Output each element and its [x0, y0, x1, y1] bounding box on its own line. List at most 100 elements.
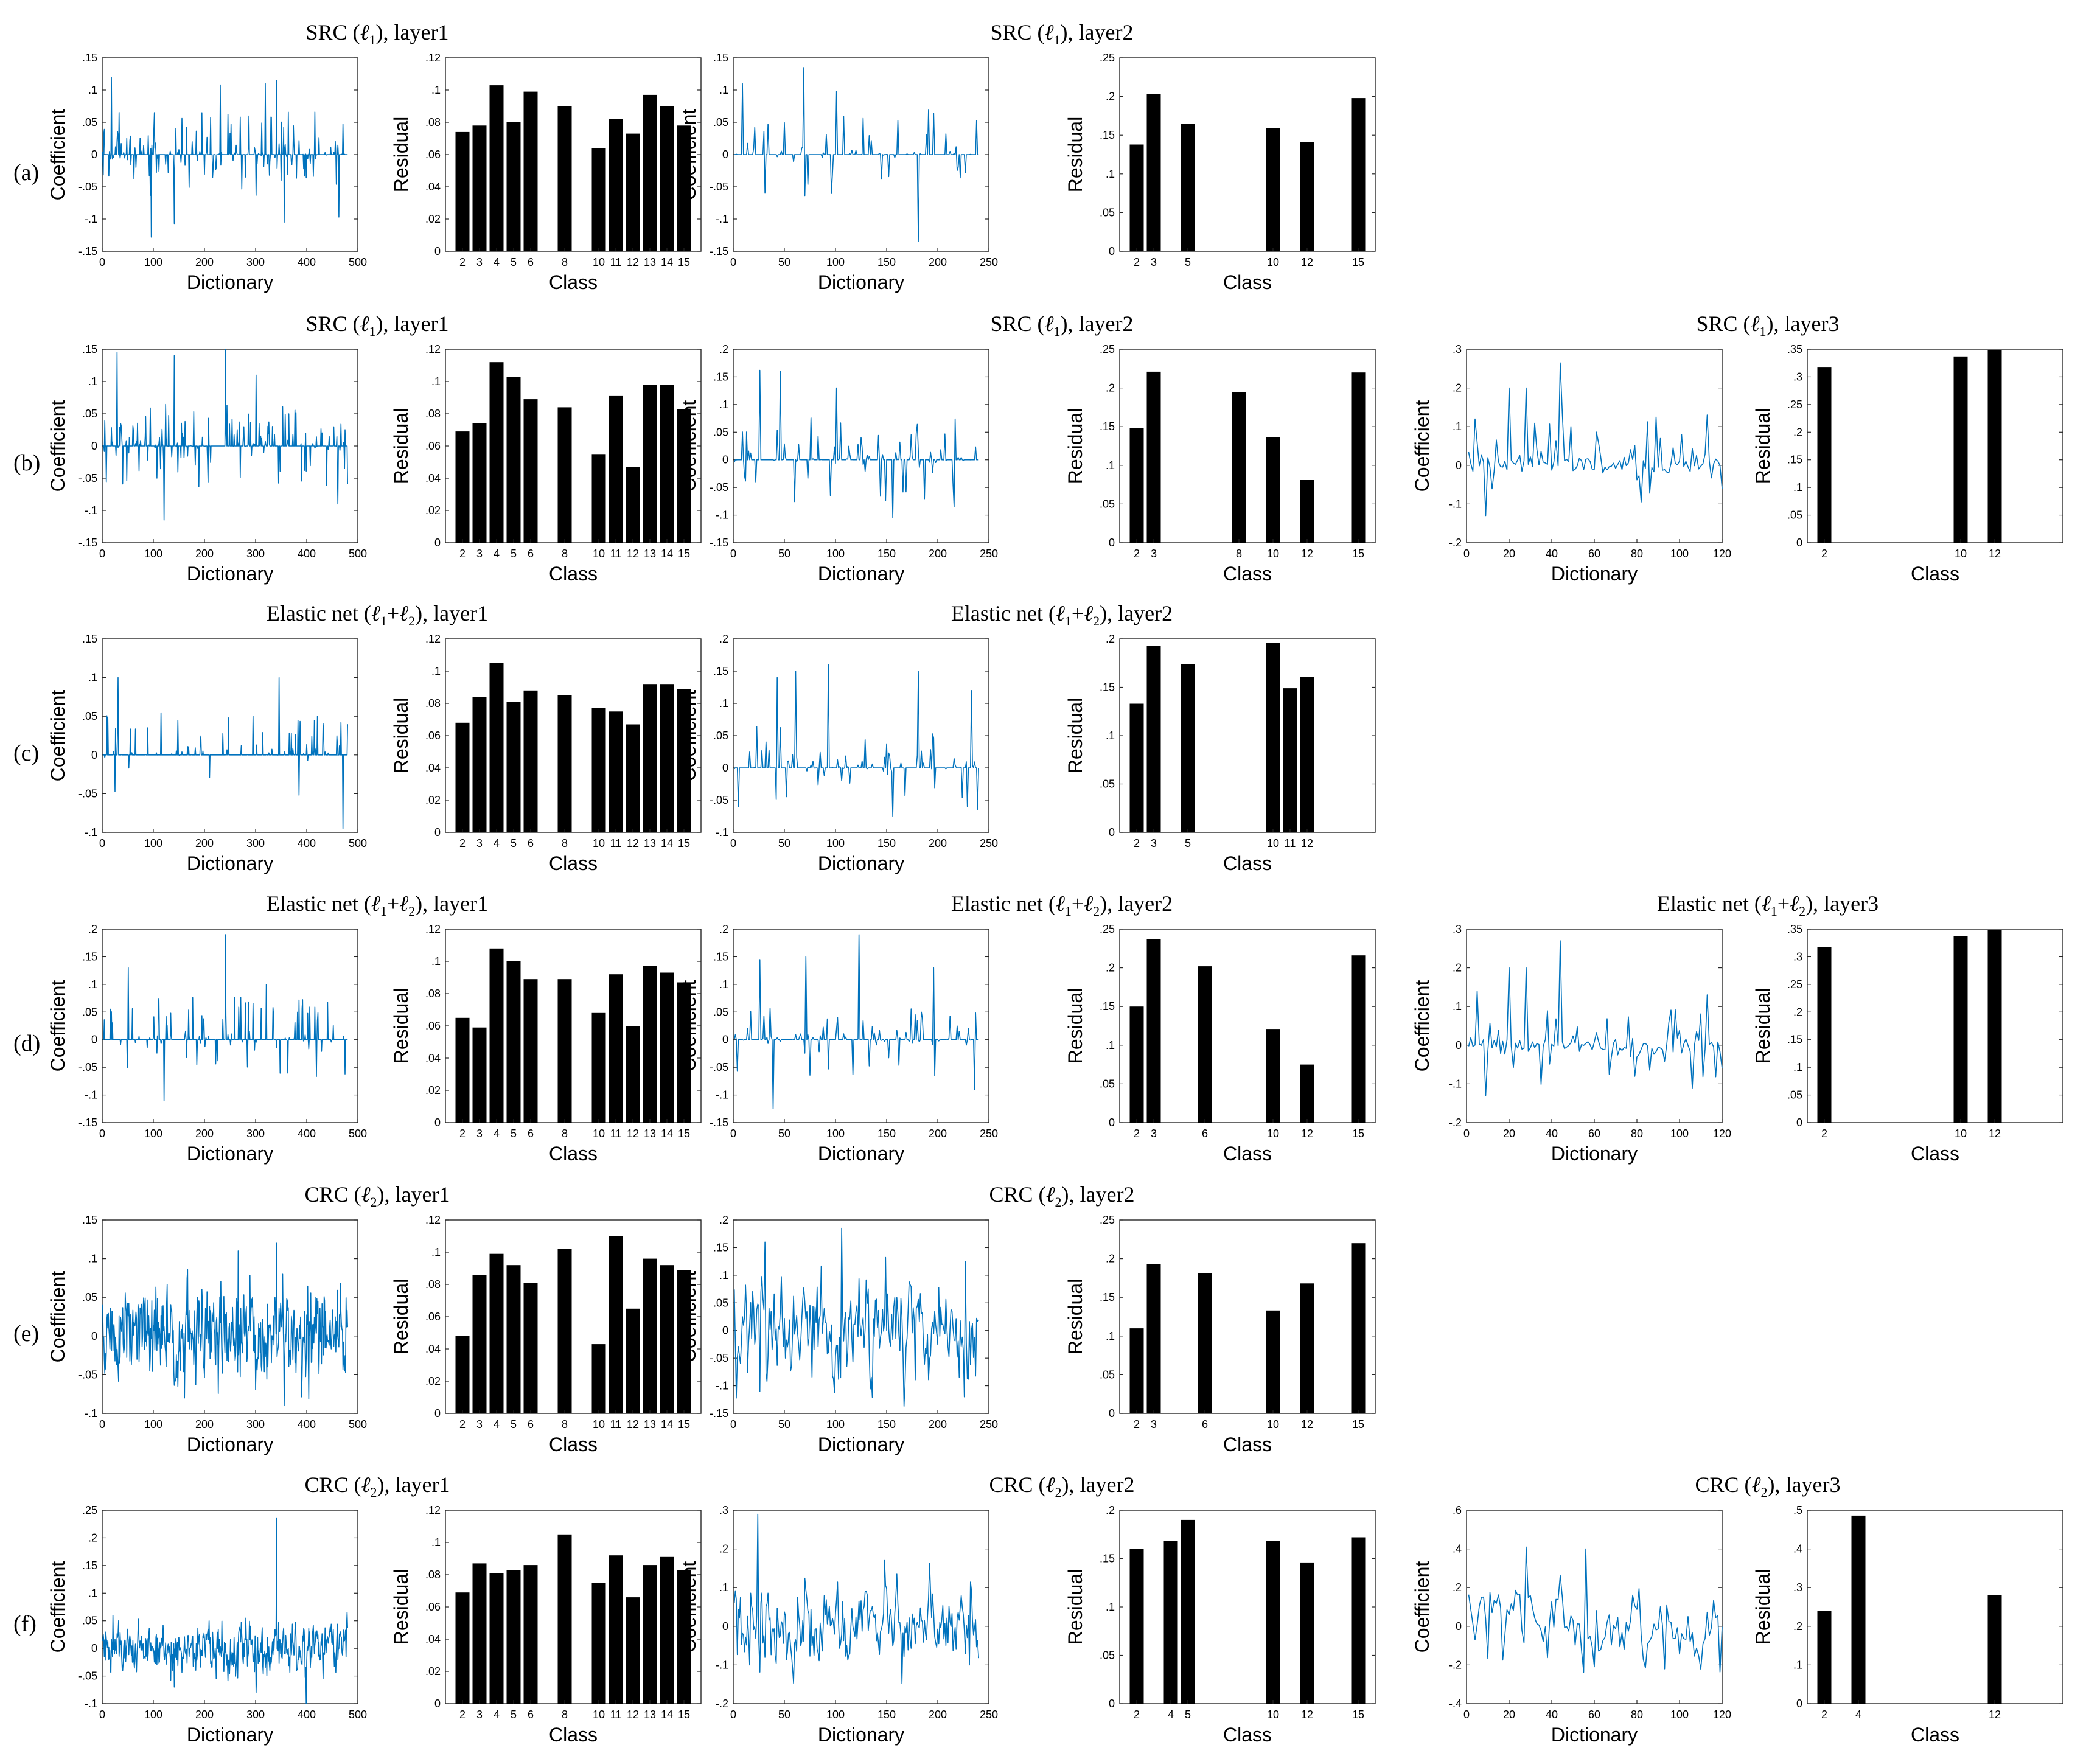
x-tick-label: 13 — [644, 548, 656, 560]
residual-bar — [1987, 1595, 2002, 1704]
x-tick-label: 8 — [562, 256, 568, 268]
x-tick-label: 6 — [528, 548, 534, 560]
x-tick-label: 12 — [1989, 548, 2001, 560]
y-tick-label: .12 — [425, 923, 441, 935]
residual-bar — [626, 724, 640, 832]
residual-bar — [609, 395, 623, 543]
y-tick-label: -.1 — [716, 509, 728, 521]
y-tick-label: -.1 — [716, 213, 728, 225]
norm-subscript: 1 — [1065, 904, 1072, 919]
norm-subscript: 2 — [371, 1194, 377, 1210]
y-tick-label: .05 — [1787, 509, 1802, 521]
x-axis-label: Dictionary — [187, 271, 273, 293]
coefficient-series-line — [102, 934, 348, 1101]
y-tick-label: .1 — [1106, 1601, 1115, 1613]
residual-bar — [643, 94, 657, 251]
y-tick-label: .3 — [1453, 343, 1462, 355]
y-tick-label: .04 — [425, 472, 441, 484]
x-tick-label: 6 — [1202, 1418, 1208, 1430]
y-axis-label: Coefficient — [678, 1271, 700, 1363]
y-tick-label: .25 — [1100, 923, 1115, 935]
residual-bar — [1351, 98, 1366, 251]
axes-frame — [733, 349, 989, 543]
y-tick-label: -.1 — [85, 1698, 97, 1710]
panel-title: SRC (ℓ1), layer2 — [991, 20, 1134, 47]
x-tick-label: 50 — [778, 1709, 790, 1721]
x-axis-label: Class — [549, 563, 598, 585]
x-axis-label: Class — [1223, 271, 1272, 293]
y-axis-label: Residual — [390, 1569, 412, 1645]
y-tick-label: -.05 — [78, 1061, 97, 1073]
title-suffix: ), layer2 — [1100, 891, 1173, 916]
panel-f3: CRC (ℓ2), layer3-.4-.20.2.4.60 20 40 60 80 10… — [1411, 1472, 2063, 1746]
residual-bar — [660, 684, 674, 832]
y-tick-label: -.1 — [1449, 498, 1462, 510]
x-tick-label: 4 — [494, 837, 500, 849]
norm-subscript: 2 — [1055, 1194, 1062, 1210]
y-tick-label: .3 — [1793, 1581, 1802, 1594]
panel-f2: CRC (ℓ2), layer2-.2-.10.1.2.30 50 100 150 20… — [678, 1472, 1376, 1746]
y-tick-label: .3 — [1793, 950, 1802, 963]
x-tick-label: 200 — [195, 256, 214, 268]
x-tick-label: 4 — [494, 1127, 500, 1140]
residual-bar — [506, 1570, 521, 1704]
x-tick-label: 10 — [1267, 548, 1279, 560]
y-tick-label: -.2 — [1449, 537, 1462, 549]
x-tick-label: 12 — [1301, 548, 1313, 560]
x-tick-label: 2 — [459, 1709, 466, 1721]
y-axis-label: Residual — [1064, 988, 1086, 1064]
x-tick-label: 12 — [627, 1709, 639, 1721]
x-tick-label: 300 — [246, 256, 265, 268]
panel-d2: Elastic net (ℓ1+ℓ2), layer2-.15-.1-.050.… — [678, 891, 1376, 1165]
y-tick-label: .06 — [425, 1020, 441, 1032]
x-tick-label: 10 — [593, 256, 605, 268]
x-tick-label: 60 — [1588, 1127, 1600, 1140]
residual-bar — [626, 133, 640, 251]
panel-d1: Elastic net (ℓ1+ℓ2), layer1-.15-.1-.050.… — [47, 891, 702, 1165]
panel-title: CRC (ℓ2), layer2 — [989, 1472, 1135, 1500]
x-tick-label: 6 — [528, 1127, 534, 1140]
x-tick-label: 2 — [459, 256, 466, 268]
x-tick-label: 200 — [929, 1709, 947, 1721]
x-tick-label: 10 — [1267, 1709, 1279, 1721]
x-tick-label: 100 — [1670, 1127, 1689, 1140]
title-prefix: Elastic net ( — [1657, 891, 1762, 916]
y-tick-label: 0 — [722, 1620, 728, 1632]
y-tick-label: -.1 — [85, 826, 97, 838]
y-tick-label: .04 — [425, 1052, 441, 1064]
ell-symbol: ℓ — [1762, 891, 1771, 916]
y-tick-label: .06 — [425, 440, 441, 452]
panel-title: CRC (ℓ2), layer2 — [989, 1182, 1135, 1210]
residual-bar — [591, 1583, 606, 1704]
norm-subscript: 2 — [1055, 1485, 1062, 1500]
residual-bar — [609, 974, 623, 1123]
residual-bar — [677, 1270, 691, 1413]
residual-bar — [677, 689, 691, 832]
y-tick-label: .02 — [425, 213, 441, 225]
y-tick-label: .08 — [425, 988, 441, 1000]
title-suffix: ), layer3 — [1768, 1472, 1841, 1497]
y-axis-label: Residual — [1064, 1569, 1086, 1645]
y-tick-label: .3 — [1793, 371, 1802, 383]
panel-title: SRC (ℓ1), layer1 — [306, 20, 449, 47]
residual-bar — [557, 1534, 572, 1704]
y-tick-label: .2 — [719, 343, 728, 355]
y-tick-label: -.15 — [78, 1117, 97, 1129]
residual-bar — [523, 1565, 538, 1704]
x-tick-label: 80 — [1631, 1127, 1643, 1140]
residual-bar — [677, 1570, 691, 1704]
y-tick-label: .2 — [1106, 633, 1115, 645]
x-tick-label: 2 — [1134, 1709, 1140, 1721]
residual-bar — [1351, 1537, 1366, 1704]
axes-frame — [733, 929, 989, 1123]
x-tick-label: 100 — [1670, 1709, 1689, 1721]
residual-bar — [1300, 1562, 1314, 1704]
x-tick-label: 3 — [1151, 1418, 1157, 1430]
y-tick-label: .15 — [82, 343, 97, 355]
x-tick-label: 11 — [610, 256, 622, 268]
y-tick-label: .05 — [713, 1006, 728, 1018]
residual-bar — [489, 85, 504, 251]
y-tick-label: 0 — [722, 148, 728, 161]
y-tick-label: .02 — [425, 1084, 441, 1096]
